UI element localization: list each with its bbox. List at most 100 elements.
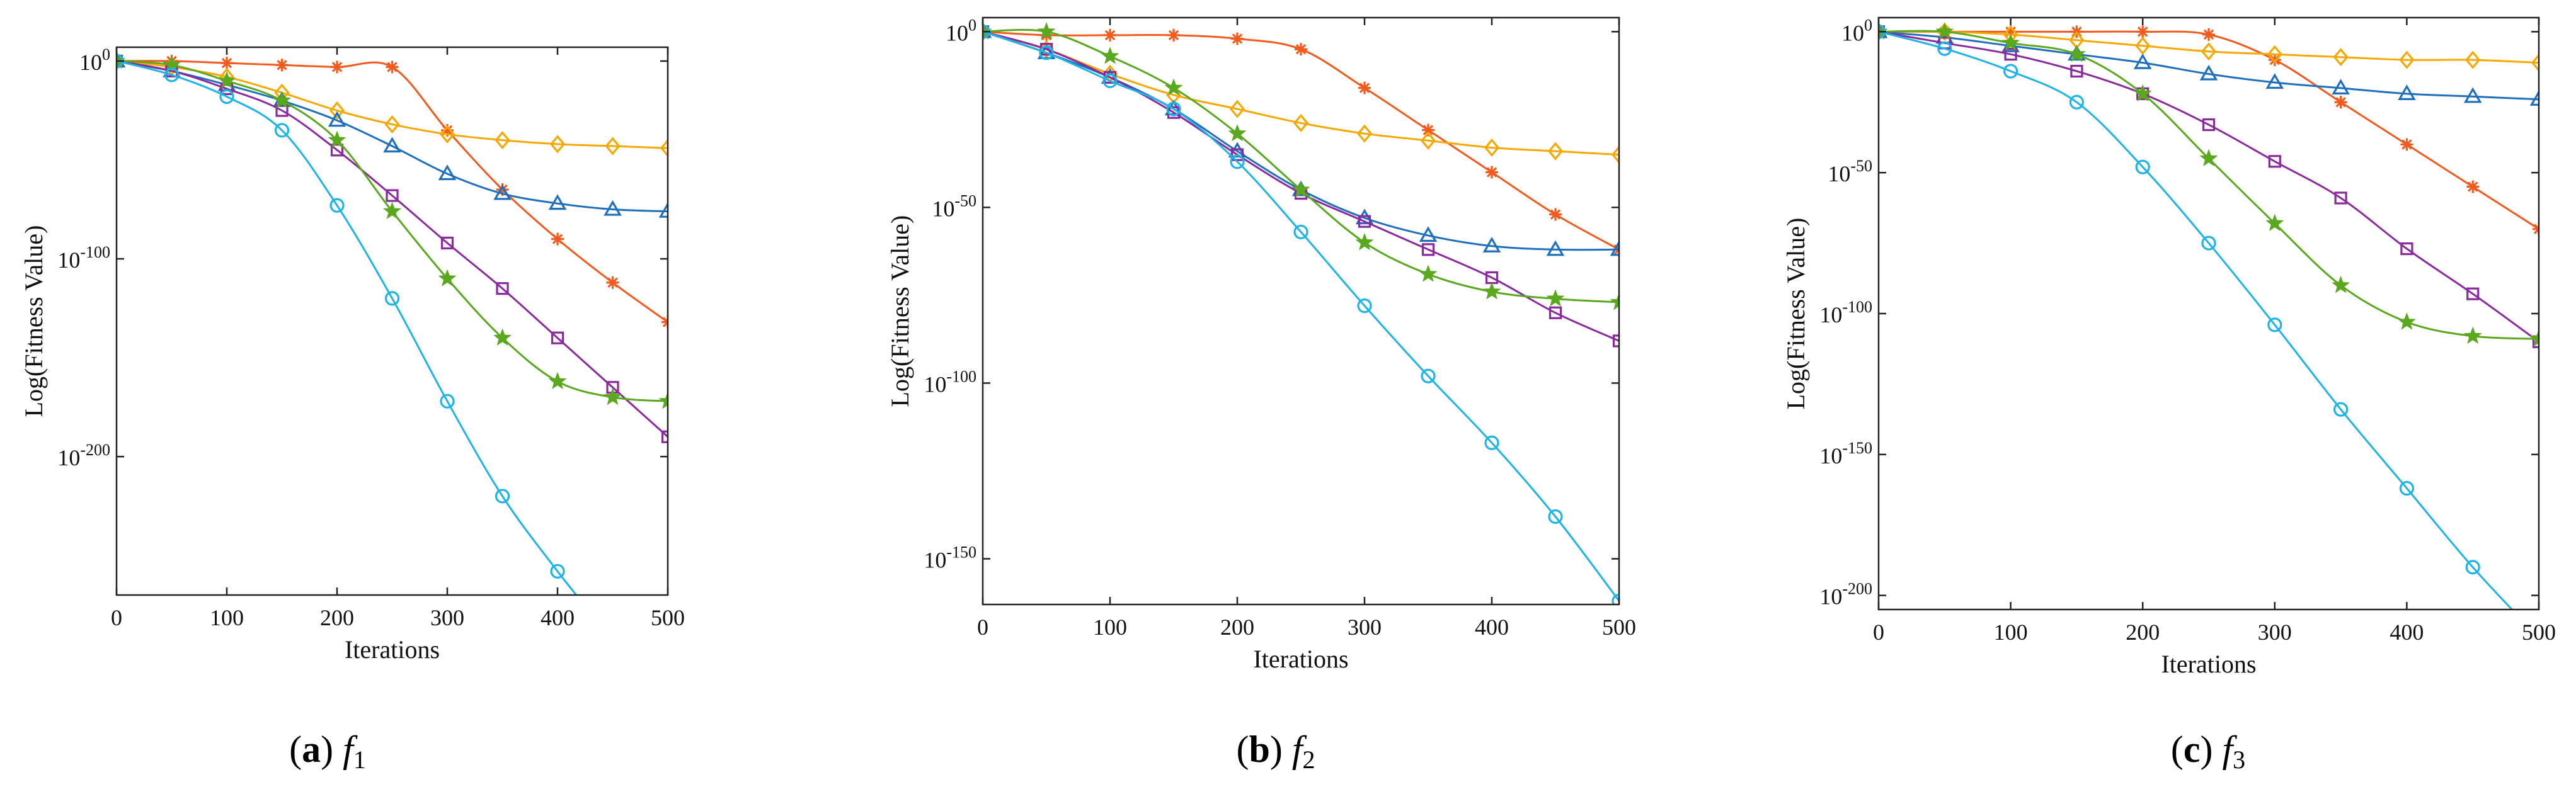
- data-point-yellow-5: [384, 115, 400, 133]
- series-line-green: [1879, 30, 2539, 340]
- y-tick-exponent: -100: [946, 367, 976, 385]
- x-tick-label-4: 400: [541, 605, 575, 630]
- data-point-yellow-5: [1293, 113, 1309, 132]
- data-point-yellow-8: [1484, 138, 1500, 157]
- plot-area: [983, 22, 1619, 604]
- data-point-blue-9: [2463, 87, 2482, 103]
- series-markers-cyan: [1879, 24, 2480, 575]
- series-line-blue: [1879, 30, 2539, 101]
- data-point-cyan-1: [1937, 41, 1952, 56]
- data-point-blue-5: [383, 137, 401, 153]
- x-tick-label-1: 100: [210, 605, 244, 630]
- data-point-purple-10: [661, 430, 668, 443]
- series-line-orange: [983, 30, 1619, 251]
- data-point-yellow-4: [2135, 37, 2151, 55]
- data-point-blue-10: [2529, 90, 2539, 106]
- data-point-yellow-10: [2531, 54, 2539, 72]
- x-tick-label-3: 300: [2258, 620, 2292, 645]
- data-point-purple-9: [1548, 306, 1562, 319]
- data-point-yellow-8: [2399, 50, 2415, 69]
- data-point-blue-4: [328, 111, 346, 127]
- data-point-cyan-1: [164, 67, 180, 82]
- y-tick-label-0: 100: [79, 45, 110, 75]
- x-tick-label-4: 400: [2390, 620, 2424, 645]
- x-tick-label-5: 500: [2522, 620, 2556, 645]
- data-point-orange-8: [1485, 166, 1498, 179]
- data-point-cyan-5: [2201, 235, 2216, 251]
- data-point-purple-7: [2334, 191, 2347, 205]
- y-tick-label-1: 10-50: [1828, 157, 1872, 186]
- data-point-green-10: [658, 392, 668, 409]
- data-point-purple-6: [2268, 155, 2281, 168]
- y-tick-base: 10: [924, 547, 946, 572]
- data-point-green-1: [1935, 22, 1954, 40]
- data-point-purple-5: [386, 189, 399, 202]
- axes-frame: [115, 46, 669, 596]
- x-tick-label-2: 200: [2126, 620, 2160, 645]
- series-line-blue: [117, 60, 668, 213]
- data-point-cyan-10: [661, 707, 674, 720]
- series-line-cyan: [983, 30, 1619, 602]
- data-point-green-5: [383, 201, 401, 219]
- y-axis-label: Log(Fitness Value): [20, 225, 48, 417]
- data-point-purple-5: [2202, 118, 2216, 132]
- data-point-yellow-6: [439, 125, 455, 144]
- data-point-orange-5: [1295, 43, 1307, 56]
- x-tick-label-1: 100: [1994, 620, 2028, 645]
- data-point-cyan-9: [2465, 560, 2480, 575]
- caption-open: (: [1236, 729, 1249, 770]
- y-axis-label: Log(Fitness Value): [1782, 218, 1810, 410]
- x-tick-label-2: 200: [320, 605, 354, 630]
- panel-caption: (b) f2: [1236, 729, 1315, 774]
- series-line-green: [983, 28, 1619, 303]
- y-tick-base: 10: [79, 50, 102, 75]
- y-tick-exponent: -150: [1842, 439, 1872, 457]
- y-tick-label-2: 10-100: [924, 367, 976, 397]
- data-point-green-5: [1291, 180, 1310, 198]
- data-point-cyan-6: [2267, 317, 2282, 332]
- data-point-purple-10: [1612, 334, 1619, 348]
- data-point-purple-2: [2004, 48, 2017, 61]
- data-point-green-8: [1482, 282, 1501, 300]
- y-tick-base: 10: [932, 196, 954, 221]
- data-point-green-4: [1228, 124, 1247, 142]
- y-tick-exponent: -50: [1850, 157, 1872, 175]
- data-point-yellow-9: [605, 137, 621, 156]
- data-point-orange-10: [2533, 222, 2539, 235]
- caption-close: ): [321, 729, 343, 770]
- data-point-yellow-6: [2267, 45, 2282, 64]
- data-point-green-8: [2397, 312, 2416, 330]
- x-tick-label-1: 100: [1093, 615, 1127, 640]
- data-point-blue-7: [2332, 79, 2350, 95]
- series-line-purple: [1879, 30, 2539, 343]
- data-point-green-9: [1546, 289, 1565, 307]
- x-tick-label-3: 300: [1348, 615, 1382, 640]
- data-point-cyan-3: [2069, 94, 2084, 110]
- data-point-cyan-8: [2399, 480, 2414, 496]
- series-markers-cyan: [117, 54, 674, 720]
- data-point-green-3: [1164, 78, 1183, 96]
- data-point-green-3: [273, 91, 291, 109]
- data-point-cyan-3: [1166, 101, 1181, 116]
- y-tick-label-2: 10-200: [57, 441, 110, 470]
- y-tick-base: 10: [1841, 20, 1864, 45]
- data-point-cyan-2: [219, 89, 234, 105]
- data-point-orange-10: [661, 315, 668, 329]
- caption-close: ): [2200, 729, 2222, 770]
- x-tick-label-5: 500: [1602, 615, 1636, 640]
- caption-subscript: 2: [1303, 746, 1315, 774]
- data-point-orange-9: [606, 276, 619, 289]
- data-point-orange-6: [1358, 81, 1371, 94]
- data-point-cyan-5: [384, 291, 400, 306]
- data-point-green-8: [548, 371, 567, 390]
- data-point-purple-9: [2466, 287, 2480, 300]
- data-point-yellow-8: [549, 135, 566, 154]
- caption-subscript: 3: [2233, 746, 2245, 774]
- data-point-cyan-6: [440, 394, 455, 409]
- y-tick-base: 10: [946, 20, 968, 45]
- x-tick-label-4: 400: [1475, 615, 1509, 640]
- data-point-orange-5: [2202, 28, 2215, 41]
- data-point-purple-7: [1421, 243, 1435, 256]
- caption-letter: a: [302, 729, 321, 770]
- data-point-blue-8: [2398, 84, 2416, 100]
